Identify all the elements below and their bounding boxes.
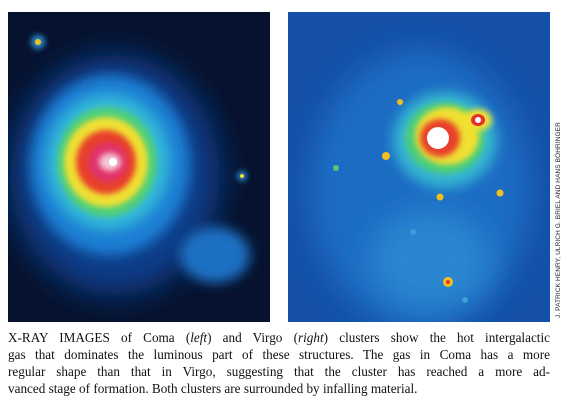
caption-text: X-RAY IMAGES of Coma (: [8, 330, 191, 345]
point-sources: [333, 99, 504, 303]
caption-italic: right: [297, 330, 324, 345]
caption-text: ) and Virgo (: [207, 330, 298, 345]
virgo-image: [288, 12, 550, 322]
caption-text: ) clusters show the hot intergalactic: [323, 330, 550, 345]
caption-line: gas that dominates the luminous part of …: [8, 347, 550, 362]
caption-line: vanced stage of formation. Both clusters…: [8, 381, 418, 396]
coma-image: [8, 12, 270, 322]
caption-italic: left: [190, 330, 208, 345]
photo-credit: J. PATRICK HENRY, ULRICH G. BRIEL AND HA…: [554, 122, 562, 318]
caption-line: X-RAY IMAGES of Coma (left) and Virgo (r…: [8, 329, 550, 346]
caption-line: regular shape than that in Virgo, sugges…: [8, 364, 550, 379]
caption: X-RAY IMAGES of Coma (left) and Virgo (r…: [8, 329, 550, 397]
